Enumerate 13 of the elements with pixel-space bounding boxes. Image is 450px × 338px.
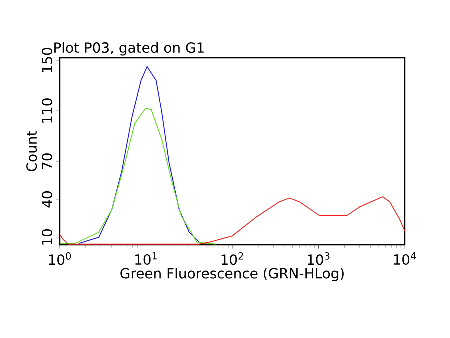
x-tick-label: 10$^{1}$ <box>136 252 158 266</box>
y-axis-title: Count <box>26 131 38 172</box>
y-tick-label: 70 <box>42 154 53 170</box>
y-tick-label: 110 <box>42 98 53 123</box>
chart-title: Plot P03, gated on G1 <box>54 42 204 56</box>
y-tick-label: 10 <box>42 229 53 245</box>
x-tick-label: 10$^{4}$ <box>394 252 416 266</box>
x-tick-label: 10$^{2}$ <box>222 252 244 266</box>
x-tick-label: 10$^{3}$ <box>308 252 330 266</box>
y-tick-label: 40 <box>42 192 53 208</box>
x-tick-label: 10$^{0}$ <box>49 252 72 266</box>
x-axis-title: Green Fluorescence (GRN-HLog) <box>120 268 344 282</box>
y-tick-label: 150 <box>42 48 53 72</box>
